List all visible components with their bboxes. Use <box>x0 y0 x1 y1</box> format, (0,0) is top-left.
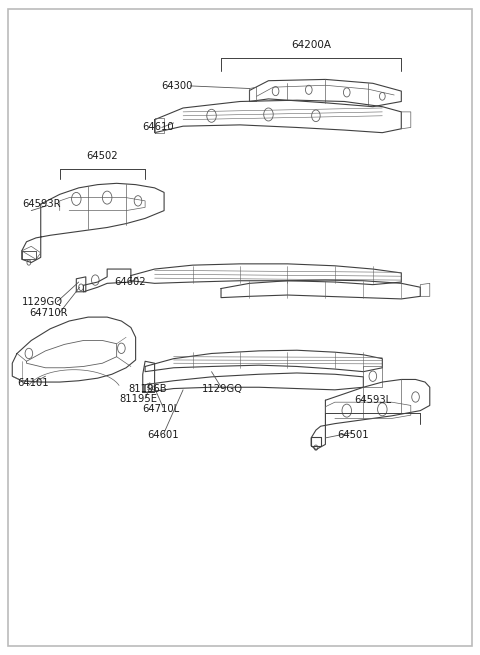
Text: 64602: 64602 <box>114 277 146 287</box>
Text: 64200A: 64200A <box>291 40 331 50</box>
Text: 64710R: 64710R <box>29 309 67 318</box>
Text: 64101: 64101 <box>17 378 48 388</box>
Text: 64502: 64502 <box>86 151 118 161</box>
Text: 1129GQ: 1129GQ <box>202 384 243 394</box>
Text: 64501: 64501 <box>337 430 369 440</box>
Text: 81195E: 81195E <box>119 394 157 404</box>
Text: 64710L: 64710L <box>143 403 180 414</box>
Text: 64601: 64601 <box>147 430 179 440</box>
Text: 64593R: 64593R <box>22 199 60 209</box>
Text: 81196B: 81196B <box>129 384 167 394</box>
Text: 1129GQ: 1129GQ <box>22 297 63 307</box>
Text: 64610: 64610 <box>143 122 174 132</box>
Text: 64593L: 64593L <box>354 396 391 405</box>
Text: 64300: 64300 <box>162 81 193 91</box>
